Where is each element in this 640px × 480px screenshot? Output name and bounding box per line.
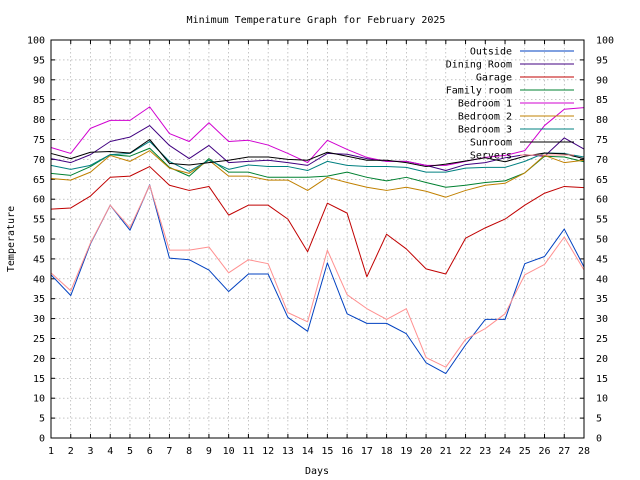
y-tick-label-right: 0 <box>596 434 602 445</box>
grid-lines <box>51 40 584 438</box>
y-tick-label-right: 5 <box>596 414 602 425</box>
series-line-bedroom-2 <box>50 150 585 198</box>
x-tick-label: 5 <box>127 446 133 457</box>
y-tick-label-left: 0 <box>39 434 45 445</box>
y-tick-label-right: 40 <box>596 274 608 285</box>
series-line-sunroom <box>50 139 585 168</box>
y-tick-label-left: 30 <box>33 314 45 325</box>
series-line-servers <box>50 184 585 368</box>
y-tick-label-left: 75 <box>33 135 45 146</box>
series-line-family-room <box>50 147 585 188</box>
y-tick-label-left: 65 <box>33 175 45 186</box>
y-tick-label-left: 50 <box>33 235 45 246</box>
x-tick-label: 17 <box>361 446 373 457</box>
legend-label-garage: Garage <box>476 73 512 84</box>
y-tick-label-left: 40 <box>33 274 45 285</box>
x-tick-label: 16 <box>341 446 353 457</box>
x-tick-label: 27 <box>558 446 570 457</box>
y-axis-label: Temperature <box>6 206 17 272</box>
x-tick-label: 13 <box>282 446 294 457</box>
y-tick-label-left: 35 <box>33 294 45 305</box>
legend-label-bedroom-3: Bedroom 3 <box>458 125 512 136</box>
legend-label-bedroom-2: Bedroom 2 <box>458 112 512 123</box>
y-tick-label-left: 55 <box>33 215 45 226</box>
x-axis-label: Days <box>305 466 329 477</box>
y-tick-label-left: 25 <box>33 334 45 345</box>
legend-label-servers: Servers <box>470 151 512 162</box>
x-tick-label: 15 <box>321 446 333 457</box>
y-tick-label-right: 10 <box>596 394 608 405</box>
x-tick-label: 3 <box>87 446 93 457</box>
y-tick-label-right: 35 <box>596 294 608 305</box>
legend-label-family-room: Family room <box>446 86 512 97</box>
chart-title: Minimum Temperature Graph for February 2… <box>187 15 446 26</box>
legend-label-outside: Outside <box>470 47 512 58</box>
y-tick-label-left: 5 <box>39 414 45 425</box>
x-tick-label: 10 <box>223 446 235 457</box>
x-tick-label: 8 <box>186 446 192 457</box>
y-tick-label-left: 45 <box>33 254 45 265</box>
legend-label-bedroom-1: Bedroom 1 <box>458 99 512 110</box>
legend-label-sunroom: Sunroom <box>470 138 512 149</box>
x-tick-label: 11 <box>242 446 254 457</box>
y-tick-label-right: 50 <box>596 235 608 246</box>
x-tick-label: 25 <box>519 446 531 457</box>
x-tick-label: 4 <box>107 446 113 457</box>
x-tick-label: 14 <box>302 446 314 457</box>
y-tick-label-right: 95 <box>596 55 608 66</box>
y-tick-label-right: 80 <box>596 115 608 126</box>
x-tick-label: 24 <box>499 446 511 457</box>
y-tick-label-left: 20 <box>33 354 45 365</box>
y-tick-label-right: 75 <box>596 135 608 146</box>
x-tick-label: 23 <box>479 446 491 457</box>
y-tick-label-left: 85 <box>33 95 45 106</box>
x-tick-label: 1 <box>48 446 54 457</box>
legend: Outside Dining Room Garage Family room Bedro… <box>446 47 574 162</box>
y-tick-label-right: 55 <box>596 215 608 226</box>
x-tick-label: 12 <box>262 446 274 457</box>
y-tick-label-right: 90 <box>596 75 608 86</box>
x-tick-label: 28 <box>578 446 590 457</box>
y-tick-label-right: 20 <box>596 354 608 365</box>
y-tick-label-right: 85 <box>596 95 608 106</box>
x-tick-label: 9 <box>206 446 212 457</box>
x-tick-label: 2 <box>68 446 74 457</box>
x-tick-label: 21 <box>440 446 452 457</box>
x-tick-label: 22 <box>460 446 472 457</box>
x-tick-label: 26 <box>538 446 550 457</box>
y-tick-label-right: 65 <box>596 175 608 186</box>
y-tick-label-right: 70 <box>596 155 608 166</box>
y-tick-label-right: 30 <box>596 314 608 325</box>
series-lines <box>50 106 585 375</box>
y-tick-label-right: 25 <box>596 334 608 345</box>
x-tick-label: 7 <box>166 446 172 457</box>
y-tick-label-left: 15 <box>33 374 45 385</box>
y-tick-label-right: 45 <box>596 254 608 265</box>
x-tick-label: 20 <box>420 446 432 457</box>
y-tick-label-right: 15 <box>596 374 608 385</box>
y-tick-label-left: 100 <box>27 36 45 47</box>
y-tick-label-left: 60 <box>33 195 45 206</box>
y-tick-label-right: 60 <box>596 195 608 206</box>
y-tick-label-left: 90 <box>33 75 45 86</box>
y-tick-label-left: 10 <box>33 394 45 405</box>
x-tick-label: 18 <box>381 446 393 457</box>
y-tick-label-right: 100 <box>596 36 614 47</box>
plot-frame <box>50 39 585 439</box>
series-line-bedroom-1 <box>50 106 585 166</box>
x-tick-label: 19 <box>400 446 412 457</box>
y-tick-label-left: 70 <box>33 155 45 166</box>
x-tick-label: 6 <box>147 446 153 457</box>
y-tick-label-left: 95 <box>33 55 45 66</box>
series-line-garage <box>50 166 585 278</box>
y-tick-label-left: 80 <box>33 115 45 126</box>
series-line-bedroom-3 <box>50 140 585 173</box>
legend-label-dining-room: Dining Room <box>446 60 512 71</box>
